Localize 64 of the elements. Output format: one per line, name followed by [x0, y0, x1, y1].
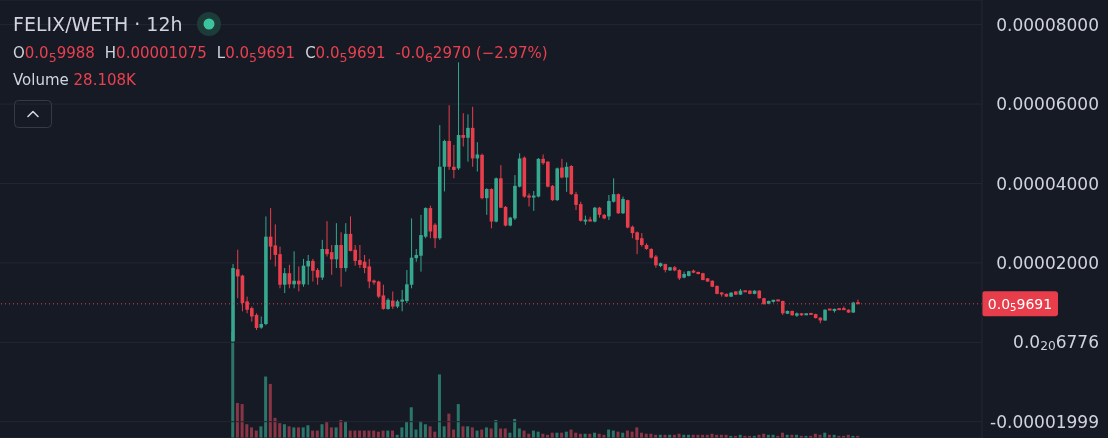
- bar: [499, 428, 503, 438]
- bar: [466, 426, 470, 438]
- candlestick: [466, 113, 470, 163]
- bar: [503, 428, 507, 438]
- bar: [259, 426, 263, 438]
- candlestick: [282, 267, 287, 294]
- y-tick-label: 0.00006000: [996, 94, 1099, 115]
- annotation: C0.0$_{5}$9691: [305, 44, 386, 65]
- candlestick: [325, 220, 329, 258]
- bar: [301, 427, 305, 438]
- bar: [635, 427, 639, 438]
- annotation: O0.0$_{5}$9988: [13, 44, 95, 65]
- candlestick: [367, 258, 372, 289]
- y-tick-label: 0.00008000: [996, 14, 1099, 35]
- bar: [437, 374, 441, 438]
- bar: [325, 422, 329, 438]
- candlestick: [311, 258, 315, 283]
- bar: [273, 417, 277, 438]
- text: FELIX/WETH · 12h: [13, 12, 183, 36]
- annotation: H0.00001075: [104, 44, 207, 62]
- bar: [423, 424, 427, 438]
- candlestick: [607, 194, 611, 221]
- bar: [334, 427, 338, 438]
- bar: [306, 425, 310, 438]
- bar: [428, 426, 432, 438]
- bar: [297, 427, 301, 438]
- y-tick-label: -0.00001999: [990, 411, 1099, 432]
- candlestick: [461, 112, 466, 148]
- bar: [287, 426, 291, 438]
- bar: [282, 424, 286, 438]
- candlestick: [452, 144, 456, 179]
- bar: [400, 427, 404, 438]
- candlestick: [339, 231, 343, 288]
- bar: [489, 428, 493, 438]
- candlestick: [306, 254, 311, 286]
- bar: [409, 407, 413, 438]
- candlestick: [297, 265, 301, 292]
- candlestick: [235, 249, 240, 299]
- y-tick-label: 0.00002000: [996, 253, 1099, 273]
- bar: [320, 424, 324, 438]
- bar: [442, 426, 446, 438]
- bar: [470, 427, 474, 438]
- ref-line-label: 0.0$_{5}$9691: [987, 295, 1053, 313]
- bar: [405, 422, 409, 438]
- y-tick-label: 0.0$_{20}$6776: [1013, 332, 1099, 354]
- bar: [517, 428, 521, 438]
- bar: [447, 413, 451, 438]
- annotation: Volume 28.108K: [13, 71, 136, 89]
- bar: [268, 383, 272, 438]
- bar: [292, 427, 296, 438]
- bar: [240, 404, 244, 438]
- bar: [264, 376, 268, 438]
- bar: [250, 427, 254, 438]
- bar: [329, 427, 333, 438]
- annotation: -0.0$_{6}$2970 (−2.97%): [395, 44, 548, 65]
- annotation: L0.0$_{5}$9691: [216, 44, 296, 65]
- bar: [484, 427, 488, 438]
- bar: [456, 404, 460, 438]
- candlestick: [292, 250, 296, 289]
- bar: [235, 403, 239, 438]
- candlestick: [484, 187, 489, 216]
- y-tick-label: 0.00004000: [996, 173, 1099, 194]
- bar: [461, 426, 465, 438]
- candlestick: [588, 216, 592, 223]
